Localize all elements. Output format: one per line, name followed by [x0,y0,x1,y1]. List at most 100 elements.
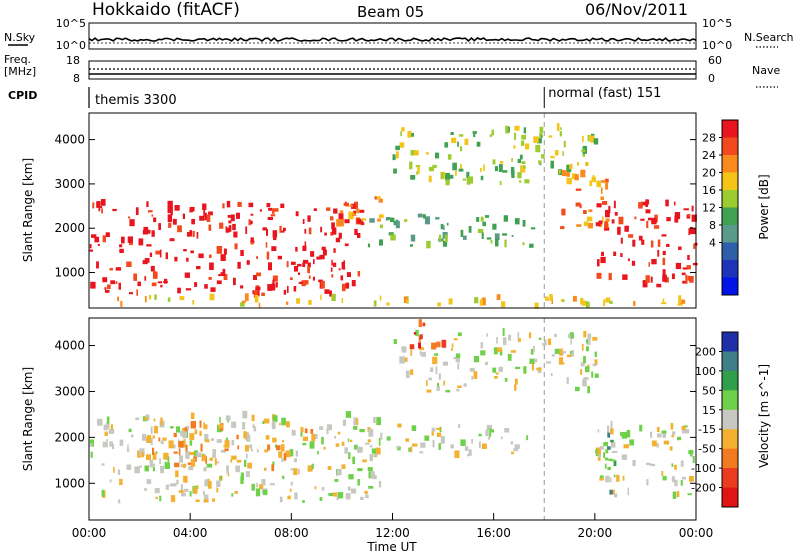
heatmap-cell [321,486,325,491]
heatmap-cell [493,347,498,355]
heatmap-cell [597,259,600,267]
heatmap-cell [144,488,148,491]
heatmap-cell [550,160,554,169]
heatmap-cell [616,474,620,482]
heatmap-cell [593,138,599,145]
heatmap-cell [511,170,515,178]
heatmap-cell [507,353,512,361]
heatmap-cell [231,421,237,428]
heatmap-cell [154,294,157,300]
heatmap-cell [419,451,424,454]
heatmap-cell [605,178,609,183]
heatmap-cell [502,327,505,336]
heatmap-cell [187,232,191,237]
heatmap-cell [595,447,601,455]
heatmap-cell [270,214,276,217]
heatmap-cell [583,221,589,227]
heatmap-cell [672,431,676,435]
heatmap-cell [460,164,462,170]
heatmap-cell [549,294,553,301]
heatmap-cell [379,483,381,488]
heatmap-cell [687,213,691,217]
heatmap-cell [106,422,110,429]
heatmap-cell [605,218,610,222]
heatmap-cell [159,249,162,258]
heatmap-cell [575,188,582,191]
heatmap-cell [94,236,100,243]
heatmap-cell [220,475,222,481]
heatmap-cell [641,239,645,245]
heatmap-cell [464,138,469,145]
heatmap-cell [442,240,448,247]
heatmap-cell [225,437,228,441]
heatmap-cell [600,187,603,194]
heatmap-cell [237,201,242,207]
colorbar-swatch [722,409,738,430]
heatmap-cell [90,281,96,289]
heatmap-cell [500,436,503,440]
heatmap-cell [473,371,478,379]
heatmap-cell [258,302,261,308]
heatmap-cell [443,225,445,230]
heatmap-cell [367,439,371,443]
heatmap-cell [164,278,168,284]
heatmap-cell [562,151,564,156]
heatmap-cell [196,452,202,458]
heatmap-cell [109,441,113,447]
heatmap-cell [622,475,625,481]
heatmap-cell [587,135,590,142]
heatmap-cell [118,282,121,290]
heatmap-cell [400,131,402,137]
heatmap-cell [196,266,201,270]
heatmap-cell [115,281,118,284]
heatmap-cell [676,491,680,498]
heatmap-cell [431,427,436,432]
heatmap-cell [560,226,565,230]
heatmap-cell [674,201,676,206]
heatmap-cell [474,297,479,304]
heatmap-cell [322,249,327,256]
heatmap-cell [186,425,190,431]
heatmap-cell [266,251,270,260]
heatmap-cell [326,207,331,211]
heatmap-cell [302,436,308,441]
heatmap-cell [401,127,405,132]
colorbar-swatch [722,468,738,489]
heatmap-cell [242,410,248,419]
heatmap-cell [677,303,683,306]
heatmap-cell [341,298,344,304]
heatmap-cell [617,226,621,235]
heatmap-cell [104,287,107,290]
heatmap-cell [281,230,285,233]
heatmap-cell [567,354,572,358]
heatmap-cell [536,367,542,371]
heatmap-cell [265,242,268,248]
heatmap-cell [167,207,173,214]
heatmap-cell [240,302,245,307]
heatmap-cell [432,356,438,365]
heatmap-cell [479,299,483,306]
heatmap-cell [434,353,438,356]
heatmap-cell [309,441,315,449]
heatmap-cell [203,467,207,472]
heatmap-cell [255,488,261,497]
heatmap-cell [496,337,498,344]
heatmap-cell [689,226,693,235]
heatmap-cell [317,450,319,455]
heatmap-cell [586,216,593,222]
heatmap-cell [295,450,298,457]
heatmap-cell [216,487,219,493]
velocity-panel: 1000 2000 3000 4000 00:00 04:00 08:00 12:00 16:… [21,317,713,554]
heatmap-cell [440,172,444,180]
colorbar-swatch [722,120,738,138]
heatmap-cell [153,425,158,434]
heatmap-cell [534,302,539,309]
heatmap-cell [560,127,562,130]
heatmap-cell [177,225,182,233]
heatmap-cell [354,228,358,235]
heatmap-cell [560,299,564,302]
heatmap-cell [467,453,470,457]
heatmap-cell [603,299,606,306]
heatmap-cell [143,226,149,233]
